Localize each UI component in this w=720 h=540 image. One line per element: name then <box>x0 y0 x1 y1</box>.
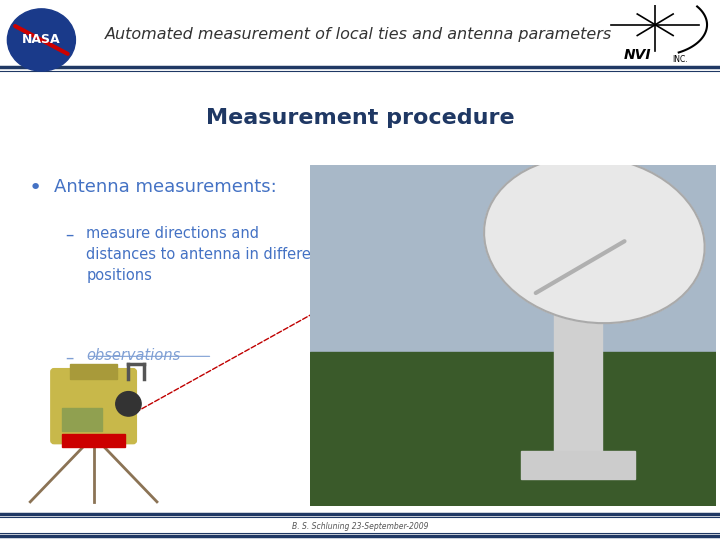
Text: •: • <box>29 178 42 198</box>
Bar <box>310 353 716 506</box>
Ellipse shape <box>7 9 76 71</box>
Text: Measurement procedure: Measurement procedure <box>206 108 514 128</box>
Text: B. S. Schluning 23-September-2009: B. S. Schluning 23-September-2009 <box>292 522 428 531</box>
FancyBboxPatch shape <box>51 369 136 444</box>
Bar <box>62 408 102 431</box>
Text: –: – <box>65 348 73 367</box>
Text: –: – <box>65 226 73 244</box>
Text: measure directions and
distances to antenna in different
positions: measure directions and distances to ante… <box>86 226 326 283</box>
Text: NASA: NASA <box>22 33 60 46</box>
Bar <box>521 451 635 478</box>
Bar <box>70 364 117 380</box>
Text: observations: observations <box>86 348 181 363</box>
Text: Automated measurement of local ties and antenna parameters: Automated measurement of local ties and … <box>104 28 612 43</box>
Ellipse shape <box>484 157 705 323</box>
FancyArrowPatch shape <box>15 26 68 54</box>
Text: NVI: NVI <box>624 48 652 62</box>
Text: Antenna measurements:: Antenna measurements: <box>54 178 276 196</box>
Bar <box>554 284 603 472</box>
Bar <box>310 165 716 353</box>
FancyArrowPatch shape <box>536 241 624 293</box>
Text: INC.: INC. <box>672 55 688 64</box>
Circle shape <box>116 392 141 416</box>
Bar <box>62 435 125 447</box>
